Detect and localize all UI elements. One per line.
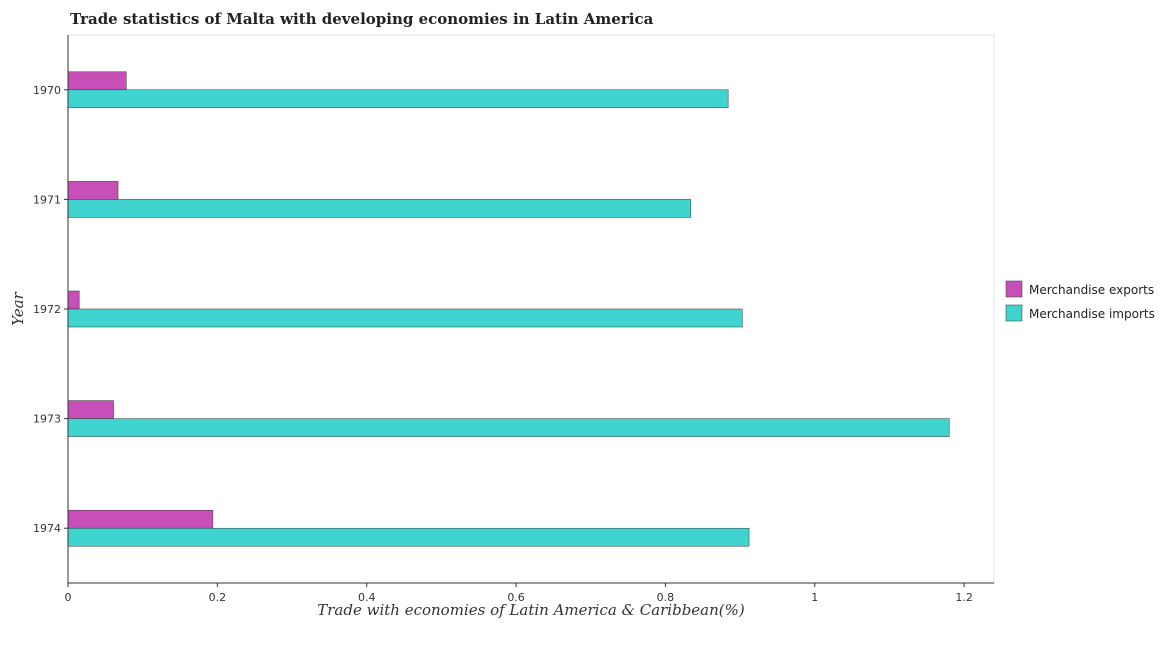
- x-tick-label: 0: [65, 591, 72, 604]
- bar-imports-1974: [67, 527, 750, 547]
- y-tick-label-1970: 1970: [33, 84, 61, 97]
- bar-exports-1973: [67, 400, 114, 419]
- x-axis-label: Trade with economies of Latin America & …: [317, 601, 745, 619]
- legend-label-imports: Merchandise imports: [1029, 307, 1155, 321]
- y-tick-label-1974: 1974: [33, 522, 61, 535]
- chart-title: Trade statistics of Malta with developin…: [70, 10, 654, 28]
- bar-exports-1970: [67, 71, 127, 91]
- bar-imports-1973: [67, 418, 950, 437]
- x-tick-label: 0.6: [507, 591, 525, 604]
- x-tick-label: 0.4: [358, 591, 376, 604]
- bar-exports-1972: [67, 290, 80, 310]
- bar-exports-1971: [67, 181, 119, 200]
- legend: Merchandise exports Merchandise imports: [1005, 280, 1155, 322]
- bars-group: [67, 71, 950, 547]
- y-axis-ticks: 1970 1971 1972 1973 1974: [33, 84, 68, 535]
- bar-imports-1970: [67, 89, 729, 109]
- bar-imports-1972: [67, 308, 743, 328]
- x-tick-label: 1.2: [955, 591, 973, 604]
- legend-swatch-imports: [1005, 304, 1023, 322]
- bar-exports-1974: [67, 509, 214, 529]
- legend-swatch-exports: [1005, 280, 1023, 298]
- x-tick-label: 0.2: [209, 591, 227, 604]
- legend-label-exports: Merchandise exports: [1029, 283, 1154, 297]
- x-tick-label: 1: [811, 591, 818, 604]
- y-axis-label: Year: [9, 291, 27, 325]
- bar-imports-1971: [67, 199, 692, 218]
- y-tick-label-1972: 1972: [33, 303, 61, 316]
- y-tick-label-1971: 1971: [33, 193, 61, 206]
- y-tick-label-1973: 1973: [33, 413, 61, 426]
- x-tick-label: 0.8: [657, 591, 675, 604]
- x-axis-ticks: 0 0.2 0.4 0.6 0.8 1 1.2: [65, 583, 973, 604]
